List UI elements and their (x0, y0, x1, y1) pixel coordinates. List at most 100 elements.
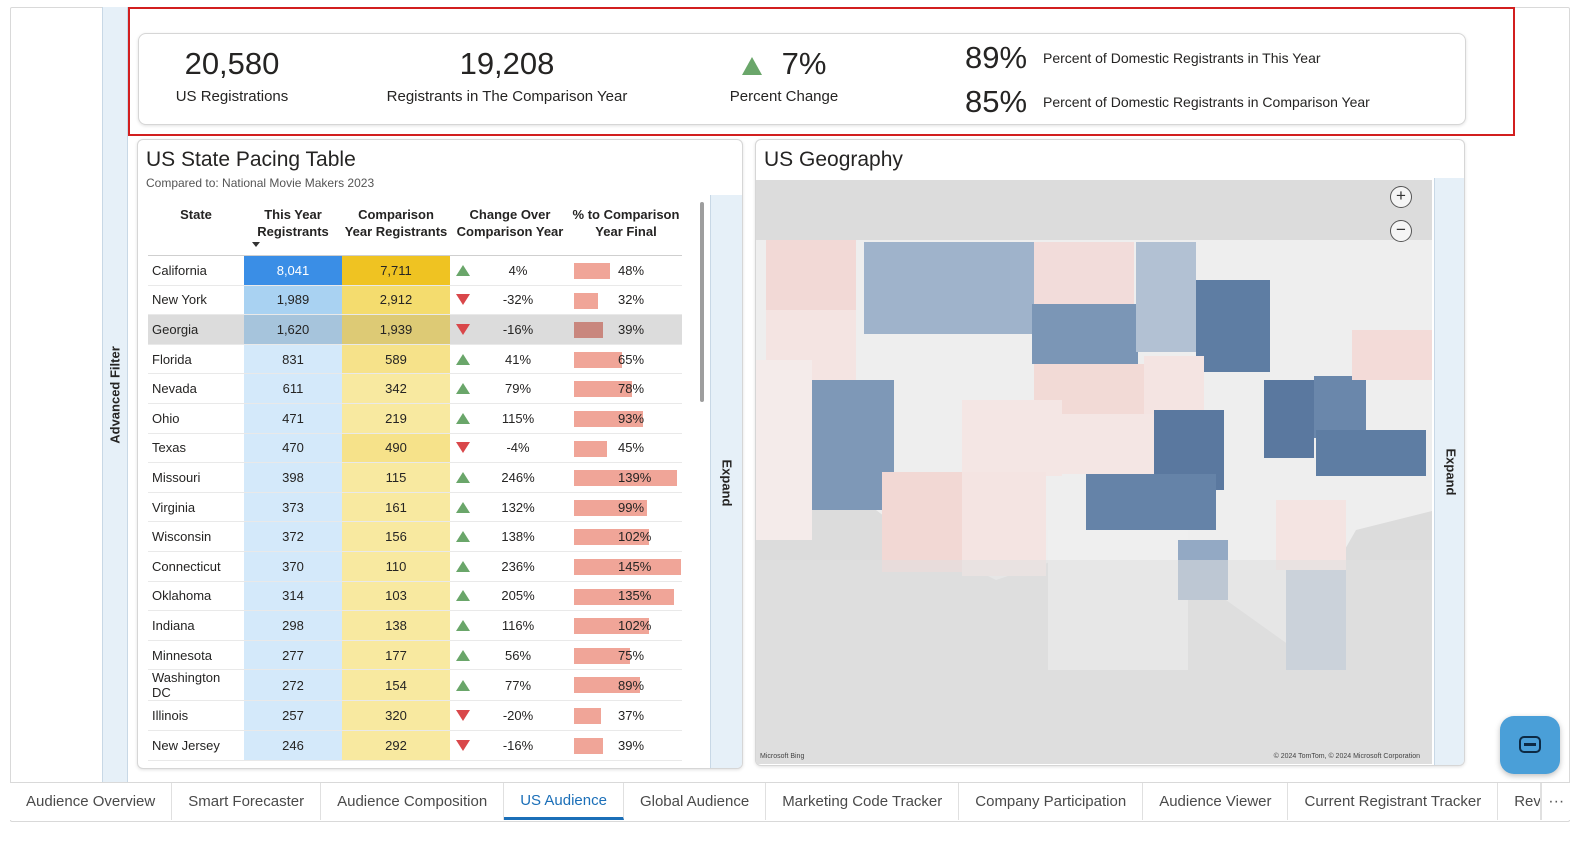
cell-comparison: 110 (342, 551, 450, 582)
table-row[interactable]: Illinois 257 320 -20% 37% (148, 700, 682, 731)
change-value: 41% (504, 351, 532, 367)
expand-label: Expand (719, 459, 734, 506)
state-north-dakota (1034, 242, 1134, 304)
zoom-in-button[interactable]: + (1390, 186, 1412, 208)
cell-state: Wisconsin (148, 521, 244, 552)
cell-pct-final: 89% (570, 669, 682, 702)
expand-map-button[interactable]: Expand (1434, 178, 1464, 765)
triangle-up-icon (456, 264, 470, 276)
state-virginia (1316, 430, 1426, 476)
advanced-filter-pane[interactable]: Advanced Filter (102, 7, 128, 782)
cell-state: Indiana (148, 610, 244, 641)
tab-us-audience[interactable]: US Audience (504, 783, 624, 820)
cell-this-year: 372 (244, 521, 342, 552)
cell-pct-final: 37% (570, 700, 682, 731)
table-row[interactable]: Oklahoma 314 103 205% 135% (148, 581, 682, 612)
cell-comparison: 1,939 (342, 314, 450, 345)
change-value: 138% (501, 529, 535, 545)
pct-bar (574, 292, 598, 309)
table-row[interactable]: New Jersey 246 292 -16% 39% (148, 730, 682, 761)
tab-reven[interactable]: Reven (1498, 783, 1542, 820)
tab-marketing-code-tracker[interactable]: Marketing Code Tracker (766, 783, 960, 820)
triangle-down-icon (456, 294, 470, 306)
chat-icon (1519, 736, 1541, 753)
pct-label: 145% (618, 558, 652, 574)
cell-comparison: 103 (342, 581, 450, 612)
table-row[interactable]: Florida 831 589 41% 65% (148, 344, 682, 375)
table-row[interactable]: Minnesota 277 177 56% 75% (148, 640, 682, 671)
table-row[interactable]: Washington DC 272 154 77% 89% (148, 669, 682, 702)
cell-this-year: 314 (244, 581, 342, 612)
tab-audience-overview[interactable]: Audience Overview (10, 783, 173, 820)
cell-pct-final: 102% (570, 521, 682, 552)
more-tabs-button[interactable]: ··· (1541, 783, 1570, 820)
header-this-year[interactable]: This Year Registrants (244, 200, 342, 256)
pct-bar (574, 499, 648, 516)
cell-change: 79% (450, 373, 570, 404)
state-oklahoma (1086, 474, 1216, 530)
pct-bar (574, 322, 603, 339)
table-row[interactable]: Indiana 298 138 116% 102% (148, 610, 682, 641)
table-row[interactable]: California 8,041 7,711 4% 48% (148, 255, 682, 286)
cell-pct-final: 93% (570, 403, 682, 434)
triangle-up-icon (456, 501, 470, 513)
pct-bar (574, 381, 632, 398)
pacing-table-panel: US State Pacing Table Compared to: Natio… (137, 139, 743, 769)
change-value: -16% (502, 737, 534, 753)
expand-table-button[interactable]: Expand (710, 195, 742, 768)
cell-state: New Jersey (148, 730, 244, 761)
table-row[interactable]: Virginia 373 161 132% 99% (148, 492, 682, 523)
kpi-value: 7% (781, 46, 827, 81)
header-state[interactable]: State (148, 200, 244, 256)
table-row[interactable]: Texas 470 490 -4% 45% (148, 433, 682, 464)
state-california (756, 360, 812, 540)
table-row[interactable]: Nevada 611 342 79% 78% (148, 373, 682, 404)
cell-state: Georgia (148, 314, 244, 345)
state-south-dakota (1032, 304, 1138, 364)
cell-change: -16% (450, 314, 570, 345)
state-indiana (1264, 380, 1314, 458)
cell-change: 138% (450, 521, 570, 552)
tab-audience-viewer[interactable]: Audience Viewer (1143, 783, 1289, 820)
header-pct-final[interactable]: % to Comparison Year Final (570, 200, 682, 256)
cell-state: Texas (148, 433, 244, 464)
cell-change: 4% (450, 255, 570, 286)
pct-bar (574, 737, 603, 754)
tab-smart-forecaster[interactable]: Smart Forecaster (172, 783, 322, 820)
table-row[interactable]: Connecticut 370 110 236% 145% (148, 551, 682, 582)
cell-comparison: 115 (342, 462, 450, 493)
table-row[interactable]: New York 1,989 2,912 -32% 32% (148, 285, 682, 316)
change-value: 79% (504, 381, 532, 397)
panel-subtitle: Compared to: National Movie Makers 2023 (146, 176, 375, 190)
header-change[interactable]: Change Over Comparison Year (450, 200, 570, 256)
table-row[interactable]: Wisconsin 372 156 138% 102% (148, 521, 682, 552)
table-row[interactable]: Missouri 398 115 246% 139% (148, 462, 682, 493)
cell-state: New York (148, 285, 244, 316)
cell-pct-final: 99% (570, 492, 682, 523)
tab-audience-composition[interactable]: Audience Composition (321, 783, 505, 820)
table-scrollbar[interactable] (700, 202, 704, 402)
kpi-label: Percent of Domestic Registrants in Compa… (1043, 94, 1370, 110)
tab-global-audience[interactable]: Global Audience (624, 783, 767, 820)
cell-state: California (148, 255, 244, 286)
table-row[interactable]: Ohio 471 219 115% 93% (148, 403, 682, 434)
table-row[interactable]: Georgia 1,620 1,939 -16% 39% (148, 314, 682, 345)
map-graphic (756, 180, 1432, 764)
pct-bar (574, 647, 630, 664)
pct-bar (574, 410, 643, 427)
cell-comparison: 156 (342, 521, 450, 552)
chat-button[interactable] (1500, 716, 1560, 774)
tab-company-participation[interactable]: Company Participation (959, 783, 1144, 820)
change-value: -4% (506, 440, 530, 456)
pct-label: 102% (618, 529, 652, 545)
us-map[interactable]: + − Microsoft Bing © 2024 TomTom, © 2024… (756, 180, 1432, 764)
header-comparison-year[interactable]: Comparison Year Registrants (342, 200, 450, 256)
zoom-out-button[interactable]: − (1390, 220, 1412, 242)
cell-change: -20% (450, 700, 570, 731)
pct-bar (574, 588, 674, 605)
sort-desc-icon (252, 242, 260, 247)
header-this-year-label: This Year Registrants (257, 207, 329, 239)
tab-current-registrant-tracker[interactable]: Current Registrant Tracker (1288, 783, 1499, 820)
triangle-up-icon (456, 590, 470, 602)
cell-state: Nevada (148, 373, 244, 404)
